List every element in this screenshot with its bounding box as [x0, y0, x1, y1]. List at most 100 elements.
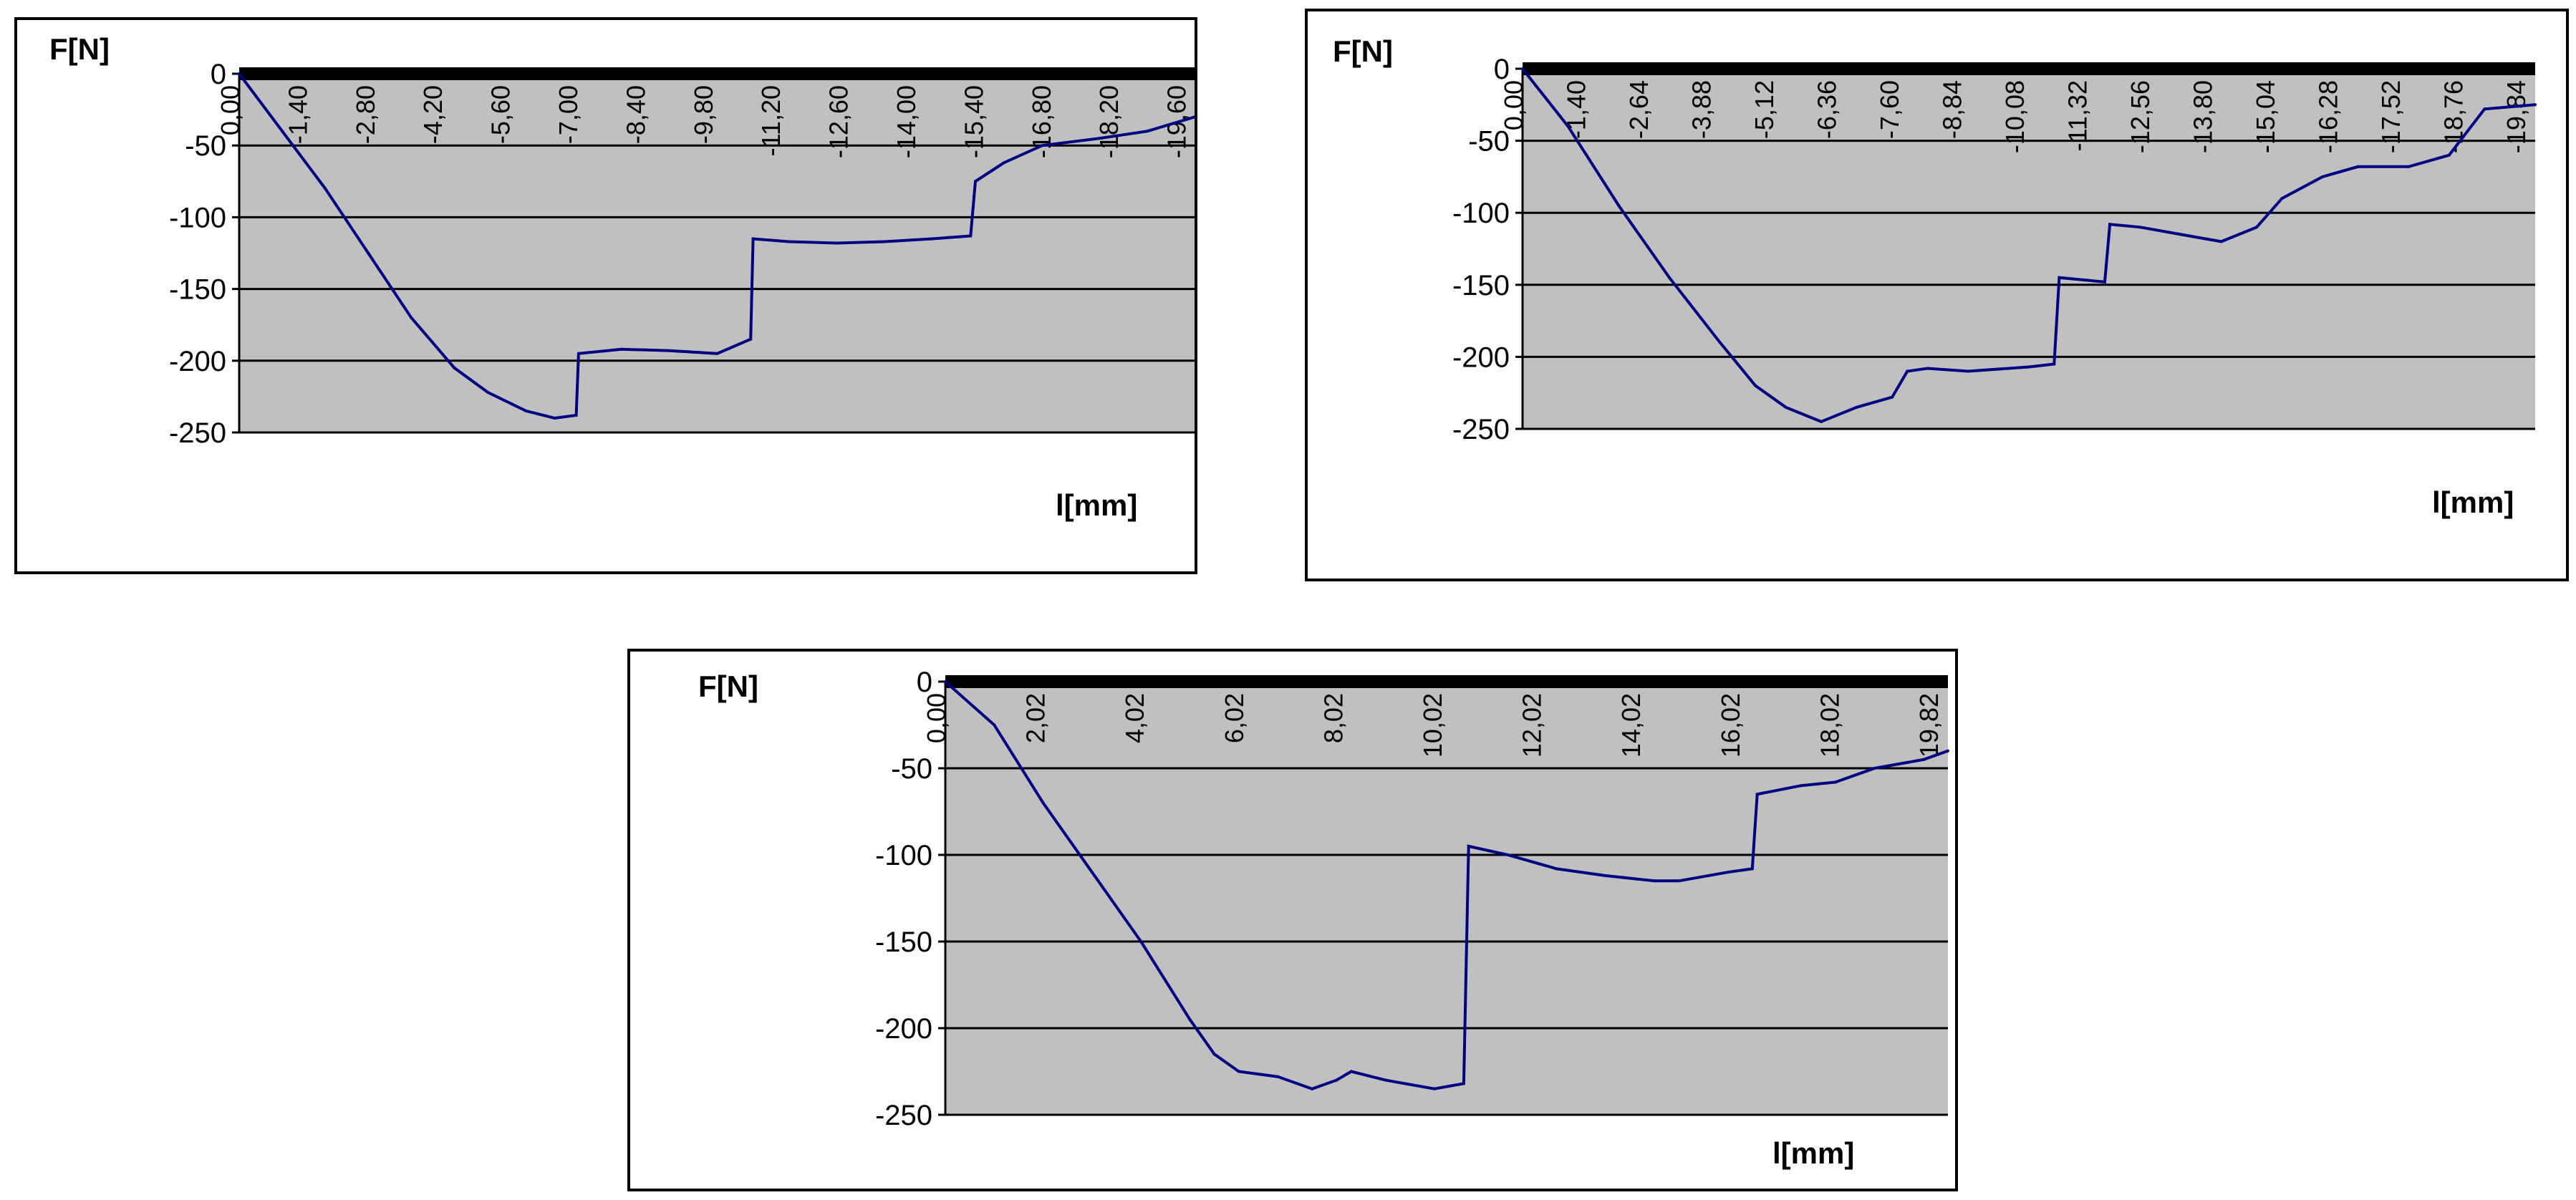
data-point — [1947, 749, 1949, 753]
chart-svg-1: 0 -50 -100 -150 -200 -250 0,00 -1,40 -2,80 -4,20 -… — [49, 32, 1195, 522]
data-point — [1750, 867, 1754, 871]
data-point — [1617, 204, 1621, 208]
x-tick-label: -18,76 — [2438, 80, 2468, 153]
data-point — [1784, 405, 1788, 409]
data-point — [1384, 1078, 1387, 1082]
x-tick-label: -6,36 — [1812, 80, 1841, 139]
data-point — [1967, 369, 1970, 373]
data-point — [1891, 395, 1894, 399]
data-point — [2534, 103, 2537, 107]
data-point — [2483, 107, 2486, 111]
x-tick-label: -11,32 — [2063, 80, 2092, 151]
data-point — [1754, 384, 1757, 387]
x-tick-label: 14,02 — [1616, 693, 1646, 758]
data-point — [1926, 367, 1929, 370]
y-axis-title: F[N] — [1333, 34, 1393, 68]
y-tick-label: 0 — [1494, 54, 1510, 85]
x-tick-label: -11,20 — [756, 85, 786, 156]
data-point — [410, 316, 413, 319]
data-point — [1237, 1070, 1240, 1073]
data-point — [1003, 161, 1005, 165]
x-axis-title: l[mm] — [1056, 488, 1137, 522]
y-tick-label: -250 — [169, 417, 226, 449]
y-tick-label: -150 — [875, 926, 932, 958]
data-point — [1506, 853, 1510, 856]
data-point — [944, 680, 947, 683]
data-point — [1146, 130, 1149, 133]
data-point — [1432, 1087, 1436, 1090]
data-point — [1755, 793, 1759, 796]
y-tick-label: -50 — [891, 753, 932, 785]
data-point — [1212, 1053, 1216, 1056]
data-point — [1521, 67, 1524, 70]
x-tick-label: -15,04 — [2251, 80, 2280, 153]
data-point — [1820, 420, 1823, 423]
x-tick-label: 0,00 — [216, 85, 245, 135]
data-point — [1555, 867, 1558, 871]
data-point — [1726, 871, 1730, 874]
data-point — [2321, 175, 2325, 178]
data-point — [973, 180, 977, 183]
data-point — [281, 130, 284, 133]
x-tick-label: -9,80 — [689, 85, 718, 144]
chart-svg-2: 0 -50 -100 -150 -200 -250 0,00 -1,40 -2,64 -3,88 -… — [1333, 34, 2537, 519]
data-point — [1462, 1082, 1465, 1085]
y-tick-label: -100 — [169, 202, 226, 233]
x-tick-label: -13,80 — [2188, 80, 2217, 153]
data-point — [1188, 1017, 1192, 1021]
data-point — [2027, 365, 2030, 369]
data-point — [1335, 1078, 1338, 1082]
data-point — [2407, 165, 2411, 168]
data-point — [1855, 405, 1858, 409]
data-point — [1041, 144, 1044, 147]
x-tick-label: 10,02 — [1418, 693, 1447, 758]
x-tick-label: -7,60 — [1875, 80, 1904, 139]
x-tick-label: -12,60 — [824, 85, 854, 158]
x-tick-label: -1,40 — [283, 85, 312, 144]
x-tick-label: -18,20 — [1094, 85, 1124, 158]
x-tick-label: -8,40 — [621, 85, 650, 144]
x-tick-label: -5,60 — [486, 85, 516, 144]
x-tick-label: -16,28 — [2313, 80, 2343, 153]
x-tick-label: 8,02 — [1318, 693, 1348, 743]
x-tick-label: -17,52 — [2376, 80, 2406, 153]
y-tick-label: 0 — [917, 667, 932, 698]
data-point — [2255, 226, 2259, 229]
x-tick-label: -10,08 — [2000, 80, 2030, 153]
data-point — [835, 241, 839, 245]
y-tick-label: -150 — [1452, 270, 1510, 301]
data-point — [367, 251, 370, 255]
data-point — [2138, 226, 2142, 229]
x-tick-label: 18,02 — [1815, 693, 1844, 758]
x-axis-title: l[mm] — [1772, 1136, 1854, 1170]
data-point — [993, 723, 996, 727]
y-tick-label: -50 — [185, 130, 226, 162]
data-point — [2447, 153, 2451, 157]
x-tick-label: 6,02 — [1220, 693, 1249, 743]
x-tick-label: -1,40 — [1561, 80, 1591, 139]
data-point — [1677, 879, 1681, 883]
data-point — [1873, 767, 1876, 770]
data-point — [1653, 879, 1656, 883]
y-axis-title: F[N] — [49, 32, 110, 66]
data-point — [787, 240, 791, 243]
x-tick-label: -12,56 — [2126, 80, 2155, 153]
data-point — [1833, 780, 1837, 784]
x-tick-label: -3,88 — [1687, 80, 1716, 139]
plot-area — [945, 682, 1948, 1115]
data-point — [1467, 844, 1470, 848]
x-tick-label: 12,02 — [1518, 693, 1547, 758]
data-point — [1566, 125, 1570, 128]
data-point — [2179, 233, 2183, 236]
x-tick-label: -5,12 — [1750, 80, 1779, 139]
data-point — [1906, 369, 1909, 373]
x-tick-label: 16,02 — [1716, 693, 1745, 758]
y-tick-label: -150 — [169, 274, 226, 306]
data-point — [524, 409, 528, 412]
x-tick-label: 4,02 — [1120, 693, 1149, 743]
x-tick-label: -14,00 — [892, 85, 921, 158]
data-point — [1668, 276, 1671, 279]
x-tick-label: -15,40 — [959, 85, 988, 158]
data-point — [1603, 874, 1607, 878]
x-tick-label: -8,84 — [1937, 80, 1967, 139]
